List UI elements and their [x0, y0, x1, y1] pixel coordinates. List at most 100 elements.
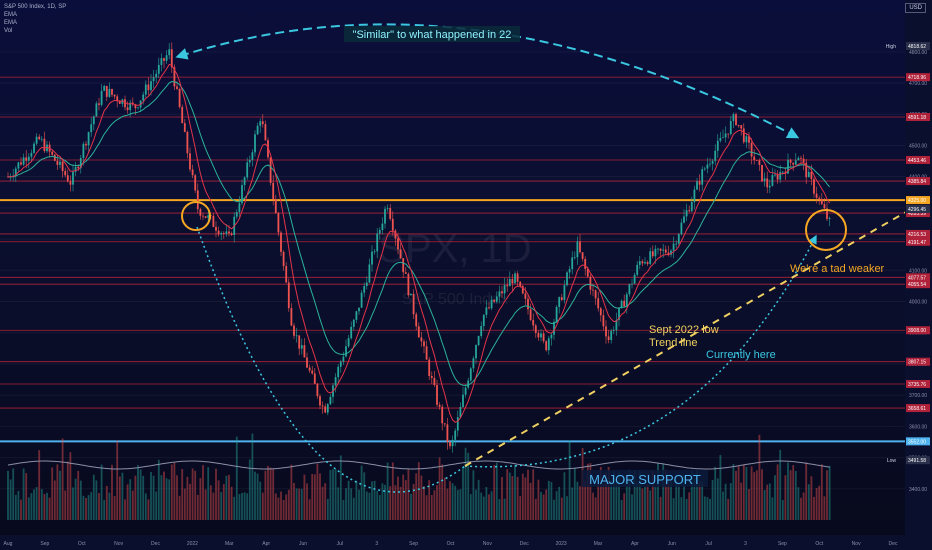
volume-bar — [654, 486, 657, 520]
level-tag — [906, 280, 930, 289]
volume-bar — [415, 473, 418, 520]
volume-bar — [644, 486, 646, 520]
candle-body — [360, 292, 363, 308]
volume-bar — [475, 489, 477, 520]
indicator-volume[interactable]: Vol — [4, 28, 13, 34]
candle-body — [638, 261, 641, 265]
candle-body — [625, 294, 628, 307]
level-price-label: 4385.84 — [908, 179, 926, 185]
volume-bar — [321, 486, 324, 520]
candle-body — [339, 361, 342, 367]
time-axis[interactable]: Aug Sep Oct Nov Dec 2022 Mar Apr Jun Jul 3 Sep Oct No… — [0, 535, 932, 550]
volume-bar — [693, 477, 696, 520]
level-price-label: 4191.47 — [908, 240, 926, 246]
volume-bar — [66, 461, 69, 520]
candle-body — [618, 307, 620, 320]
volume-bar — [628, 469, 631, 520]
volume-bar — [241, 492, 243, 520]
volume-bar — [514, 464, 516, 520]
candle-body — [594, 290, 597, 299]
candle-body — [729, 120, 732, 135]
candle-body — [27, 156, 30, 161]
volume-bar — [592, 492, 594, 520]
candle-body — [230, 233, 233, 235]
candle-body — [672, 243, 675, 251]
volume-bar — [105, 485, 108, 520]
candle-body — [277, 213, 280, 233]
candle-body — [381, 223, 384, 231]
volume-bar — [121, 472, 124, 520]
volume-bar — [748, 488, 750, 520]
volume-bar — [763, 490, 766, 520]
candle-body — [597, 298, 600, 309]
volume-bar — [555, 491, 558, 520]
volume-bar — [532, 469, 535, 520]
candle-body — [428, 359, 431, 377]
candle-body — [152, 77, 155, 82]
candle-body — [443, 423, 446, 425]
candle-body — [558, 297, 561, 307]
volume-bar — [303, 474, 306, 520]
candle-body — [186, 131, 189, 154]
candle-body — [516, 273, 519, 282]
volume-bar — [355, 480, 358, 520]
volume-bar — [503, 498, 506, 520]
sept-2022-trend-line — [464, 211, 907, 467]
x-tick-label: Jun — [299, 541, 307, 547]
indicator-ema-2[interactable]: EMA — [4, 20, 18, 26]
x-tick-label: Dec — [520, 541, 529, 547]
indicator-ema-1[interactable]: EMA — [4, 12, 18, 18]
ema-fast-line — [8, 63, 831, 423]
candle-body — [248, 159, 251, 163]
candle-body — [17, 162, 20, 169]
volume-bar — [534, 498, 537, 520]
candle-body — [238, 203, 241, 213]
candle-body — [677, 234, 680, 244]
volume-bar — [371, 481, 373, 520]
currency-badge[interactable]: USD — [905, 3, 926, 13]
volume-bar — [212, 492, 215, 520]
level-tag — [906, 229, 930, 238]
candle-body — [300, 345, 303, 349]
candle-body — [451, 439, 454, 447]
volume-bar — [251, 433, 254, 520]
candle-body — [43, 138, 46, 152]
volume-bars — [7, 433, 831, 520]
volume-bar — [12, 468, 15, 520]
candle-body — [399, 249, 402, 259]
volume-bar — [7, 470, 9, 520]
volume-bar — [404, 480, 407, 520]
volume-bar — [508, 472, 511, 520]
candle-body — [116, 96, 119, 102]
candle-body — [352, 319, 355, 327]
candle-body — [61, 161, 64, 172]
volume-bar — [698, 481, 701, 520]
candle-body — [742, 128, 745, 143]
volume-bar — [334, 469, 337, 520]
level-tag — [906, 326, 930, 335]
candle-body — [657, 248, 659, 250]
extreme-tag — [906, 42, 930, 51]
volume-bar — [605, 472, 607, 520]
volume-bar — [407, 469, 410, 520]
volume-bar — [243, 492, 246, 520]
volume-bar — [805, 462, 808, 520]
volume-bar — [696, 470, 698, 520]
x-tick-label: 3 — [375, 541, 378, 547]
price-axis[interactable]: 4800.004700.004600.004500.004400.004300.… — [886, 0, 932, 550]
volume-bar — [100, 464, 103, 520]
level-price-label: 3658.61 — [908, 406, 926, 412]
candle-body — [222, 233, 225, 234]
volume-bar — [615, 479, 618, 520]
candle-body — [714, 150, 717, 161]
candle-body — [547, 338, 550, 351]
volume-bar — [420, 475, 423, 520]
volume-bar — [40, 489, 43, 520]
candle-body — [217, 230, 220, 235]
candle-body — [805, 162, 808, 178]
level-tag — [906, 73, 930, 82]
candle-body — [449, 442, 451, 447]
candle-body — [90, 124, 93, 133]
volume-bar — [425, 495, 428, 520]
